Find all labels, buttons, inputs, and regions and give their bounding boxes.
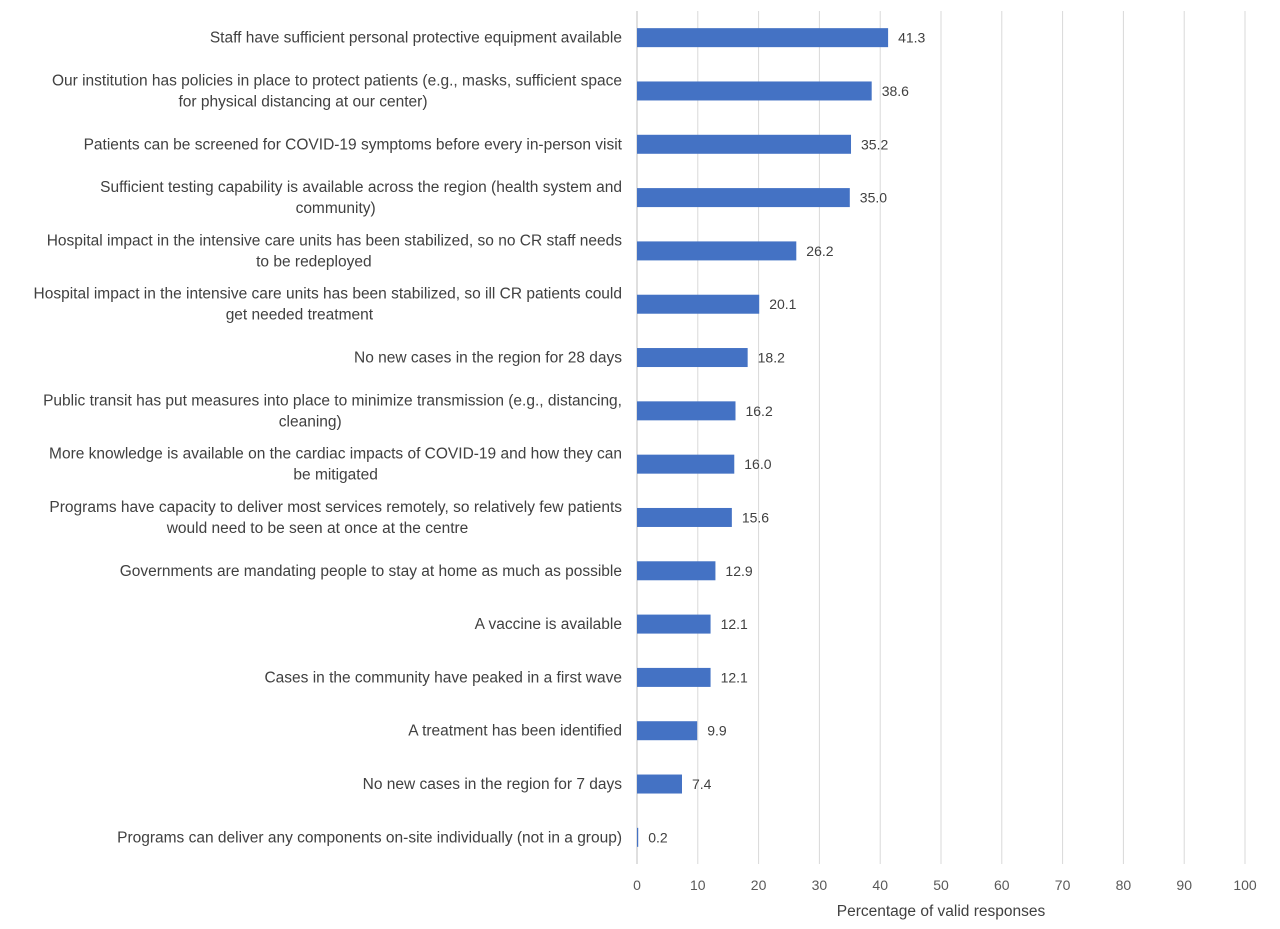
data-label: 9.9 (707, 723, 727, 739)
x-tick-label: 0 (633, 877, 641, 893)
category-label: Patients can be screened for COVID-19 sy… (84, 136, 623, 153)
category-label: Public transit has put measures into pla… (43, 392, 622, 409)
bar (637, 667, 711, 687)
data-label: 12.1 (721, 616, 748, 632)
x-tick-label: 100 (1233, 877, 1257, 893)
data-label: 7.4 (692, 776, 712, 792)
bar (637, 134, 852, 154)
data-label: 0.2 (648, 829, 668, 845)
bar (637, 507, 732, 527)
category-label: for physical distancing at our center) (179, 93, 428, 110)
bar (637, 454, 735, 474)
x-tick-label: 80 (1116, 877, 1132, 893)
x-axis-ticks: 0 10 20 30 40 50 60 70 80 90 100 (633, 877, 1257, 893)
bar (637, 348, 748, 368)
x-tick-label: 90 (1176, 877, 1192, 893)
data-label: 26.2 (806, 243, 833, 259)
category-label: Staff have sufficient personal protectiv… (210, 30, 622, 47)
category-label: Our institution has policies in place to… (52, 72, 622, 89)
bar (637, 401, 736, 421)
data-label: 38.6 (882, 83, 909, 99)
data-label: 12.1 (721, 669, 748, 685)
category-label: Sufficient testing capability is availab… (100, 179, 622, 196)
category-label: Governments are mandating people to stay… (120, 563, 622, 580)
bar (637, 827, 639, 847)
x-tick-label: 30 (812, 877, 828, 893)
category-label: Hospital impact in the intensive care un… (34, 286, 622, 303)
x-tick-label: 70 (1055, 877, 1071, 893)
value-labels: 41.3 38.6 35.2 35.0 26.2 20.1 18.2 16.2 16.0 15.6… (648, 30, 925, 846)
category-label: Cases in the community have peaked in a … (264, 669, 622, 686)
category-label: Programs can deliver any components on-s… (117, 829, 622, 846)
bar (637, 28, 889, 48)
category-label: No new cases in the region for 28 days (354, 350, 622, 367)
bar (637, 188, 850, 208)
bar (637, 561, 716, 581)
category-label: be mitigated (293, 467, 377, 484)
data-label: 16.2 (745, 403, 772, 419)
category-labels: Staff have sufficient personal protectiv… (34, 30, 623, 847)
category-label: to be redeployed (256, 253, 371, 270)
category-label: A treatment has been identified (408, 723, 622, 740)
category-label: More knowledge is available on the cardi… (49, 446, 622, 463)
category-label: would need to be seen at once at the cen… (166, 520, 469, 537)
bar (637, 241, 797, 261)
data-label: 20.1 (769, 296, 796, 312)
data-label: 16.0 (744, 456, 771, 472)
data-label: 12.9 (725, 563, 752, 579)
x-tick-label: 50 (933, 877, 949, 893)
data-label: 35.0 (860, 190, 887, 206)
category-label: cleaning) (279, 413, 342, 430)
x-tick-label: 40 (872, 877, 888, 893)
category-label: community) (296, 200, 376, 217)
category-label: Programs have capacity to deliver most s… (49, 499, 622, 516)
x-tick-label: 20 (751, 877, 767, 893)
bar (637, 721, 698, 741)
category-label: A vaccine is available (475, 616, 622, 633)
data-label: 18.2 (758, 350, 785, 366)
bar (637, 81, 872, 101)
category-label: get needed treatment (226, 307, 374, 324)
bar (637, 614, 711, 634)
bars (637, 28, 889, 847)
bar (637, 294, 760, 314)
x-axis-title: Percentage of valid responses (837, 903, 1046, 920)
category-label: No new cases in the region for 7 days (363, 776, 623, 793)
x-tick-label: 60 (994, 877, 1010, 893)
data-label: 41.3 (898, 30, 925, 46)
category-label: Hospital impact in the intensive care un… (47, 232, 623, 249)
bar (637, 774, 682, 794)
data-label: 15.6 (742, 509, 769, 525)
x-tick-label: 10 (690, 877, 706, 893)
data-label: 35.2 (861, 136, 888, 152)
